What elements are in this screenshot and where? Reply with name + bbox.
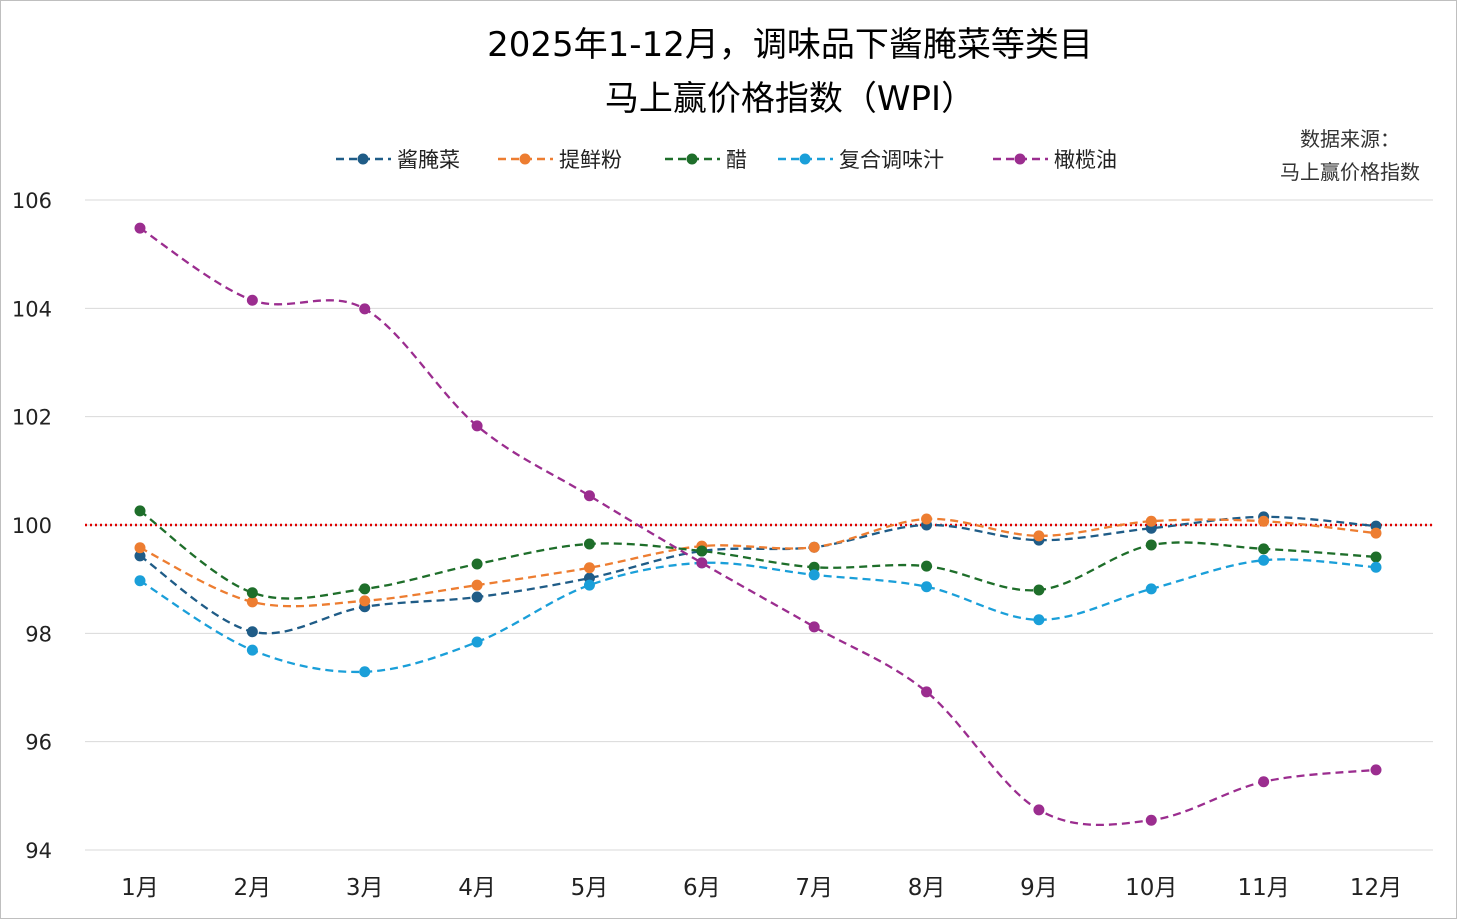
- data-point: [471, 636, 483, 648]
- data-point: [808, 561, 820, 573]
- data-point: [1145, 515, 1157, 527]
- x-tick-label: 8月: [908, 875, 946, 901]
- data-point: [1370, 527, 1382, 539]
- y-tick-label: 100: [12, 514, 52, 538]
- data-point: [471, 420, 483, 432]
- series-line: [139, 558, 1377, 674]
- data-point: [134, 542, 146, 554]
- data-point: [583, 538, 595, 550]
- legend-item: 复合调味汁: [778, 148, 944, 172]
- legend-label: 橄榄油: [1054, 148, 1117, 172]
- x-tick-label: 6月: [683, 875, 721, 901]
- data-point: [808, 569, 820, 581]
- data-point: [359, 595, 371, 607]
- legend-marker: [686, 153, 698, 165]
- data-point: [246, 626, 258, 638]
- y-tick-label: 102: [12, 406, 52, 430]
- data-point: [134, 505, 146, 517]
- data-point: [1258, 515, 1270, 527]
- data-point: [359, 583, 371, 595]
- y-tick-label: 104: [12, 297, 52, 321]
- legend-item: 醋: [665, 148, 747, 172]
- data-point: [1370, 551, 1382, 563]
- legend-marker: [799, 153, 811, 165]
- legend-label: 复合调味汁: [839, 148, 944, 172]
- data-point: [921, 686, 933, 698]
- data-point: [134, 575, 146, 587]
- legend-label: 酱腌菜: [397, 148, 460, 172]
- data-point: [1370, 764, 1382, 776]
- data-point: [1370, 561, 1382, 573]
- data-point: [246, 596, 258, 608]
- data-point: [1033, 584, 1045, 596]
- data-point: [808, 541, 820, 553]
- data-point: [921, 513, 933, 525]
- x-tick-label: 9月: [1020, 875, 1058, 901]
- legend-item: 提鲜粉: [498, 148, 622, 172]
- data-point: [359, 303, 371, 315]
- data-point: [696, 557, 708, 569]
- series-line: [139, 517, 1377, 608]
- series-line: [139, 515, 1377, 635]
- x-tick-label: 4月: [458, 875, 496, 901]
- data-point: [1033, 530, 1045, 542]
- data-point: [921, 560, 933, 572]
- data-point: [583, 490, 595, 502]
- data-point: [1145, 814, 1157, 826]
- data-point: [1033, 804, 1045, 816]
- chart-title-line2: 马上赢价格指数（WPI）: [605, 79, 975, 119]
- data-point: [471, 579, 483, 591]
- chart-title-line1: 2025年1-12月，调味品下酱腌菜等类目: [487, 25, 1093, 65]
- legend-marker: [1014, 153, 1026, 165]
- data-point: [134, 222, 146, 234]
- x-tick-label: 7月: [795, 875, 833, 901]
- legend-label: 提鲜粉: [559, 148, 622, 172]
- data-point: [471, 591, 483, 603]
- x-tick-label: 3月: [346, 875, 384, 901]
- y-tick-label: 96: [25, 731, 52, 755]
- data-point: [1258, 554, 1270, 566]
- data-point: [1258, 543, 1270, 555]
- legend-item: 酱腌菜: [336, 148, 460, 172]
- data-point: [583, 562, 595, 574]
- x-tick-label: 11月: [1237, 875, 1289, 901]
- source-note-line1: 数据来源：: [1300, 127, 1400, 151]
- series-line: [139, 509, 1377, 600]
- series-橄榄油: [134, 222, 1382, 827]
- x-tick-label: 1月: [121, 875, 159, 901]
- series-提鲜粉: [134, 513, 1382, 608]
- data-point: [583, 579, 595, 591]
- data-point: [359, 666, 371, 678]
- data-point: [808, 621, 820, 633]
- data-point: [246, 587, 258, 599]
- y-tick-label: 106: [12, 189, 52, 213]
- data-point: [246, 294, 258, 306]
- x-tick-label: 10月: [1125, 875, 1177, 901]
- series-醋: [134, 505, 1382, 600]
- data-point: [246, 644, 258, 656]
- data-point: [1145, 539, 1157, 551]
- legend-label: 醋: [726, 148, 747, 172]
- y-tick-label: 94: [25, 839, 52, 863]
- x-tick-label: 5月: [571, 875, 609, 901]
- data-point: [134, 550, 146, 562]
- source-note-line2: 马上赢价格指数: [1280, 160, 1420, 184]
- legend-marker: [357, 153, 369, 165]
- legend-marker: [519, 153, 531, 165]
- x-tick-label: 12月: [1350, 875, 1402, 901]
- data-point: [471, 558, 483, 570]
- data-point: [1033, 614, 1045, 626]
- legend-item: 橄榄油: [993, 148, 1117, 172]
- data-point: [1145, 583, 1157, 595]
- data-point: [1258, 776, 1270, 788]
- y-tick-label: 98: [25, 622, 52, 646]
- data-point: [696, 545, 708, 557]
- data-point: [921, 581, 933, 593]
- x-tick-label: 2月: [234, 875, 272, 901]
